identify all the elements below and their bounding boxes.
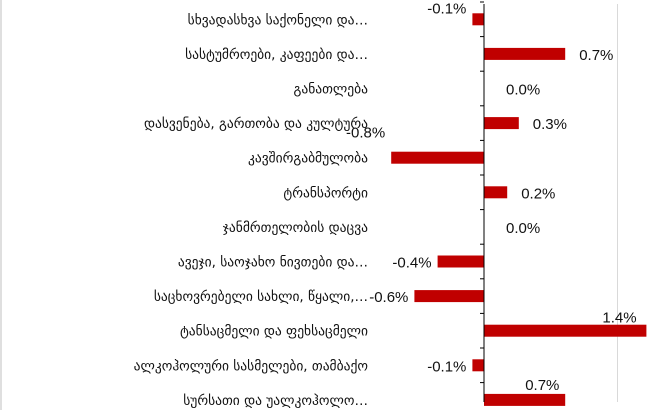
data-label: 0.3% bbox=[533, 116, 567, 133]
category-label: ჯანმრთელობის დაცვა bbox=[223, 219, 368, 236]
category-label: განათლება bbox=[294, 82, 369, 98]
data-label: 0.7% bbox=[525, 377, 559, 394]
bar bbox=[437, 255, 484, 268]
bar bbox=[484, 117, 519, 130]
category-label: ავეჯი, საოჯახო ნივთები და… bbox=[178, 255, 368, 271]
bar bbox=[484, 186, 508, 199]
category-label: საცხოვრებელი სახლი, წყალი,… bbox=[154, 288, 368, 305]
data-label: -0.1% bbox=[427, 0, 466, 17]
bar bbox=[472, 359, 484, 372]
category-label: სურსათი და უალკოჰოლო… bbox=[183, 392, 368, 409]
category-label: ალკოჰოლური სასმელები, თამბაქო bbox=[134, 357, 368, 374]
data-label: 0.0% bbox=[506, 220, 540, 237]
bar bbox=[484, 324, 647, 337]
labels: სხვადასხვა საქონელი და… -0.1% სასტუმროები,… bbox=[134, 0, 637, 409]
category-label: სხვადასხვა საქონელი და… bbox=[188, 12, 368, 28]
bar bbox=[414, 290, 484, 303]
category-label: ტრანსპორტი bbox=[283, 184, 368, 201]
category-label: ტანსაცმელი და ფეხსაცმელი bbox=[180, 324, 368, 340]
category-axis bbox=[480, 1, 485, 402]
data-label: 0.7% bbox=[579, 47, 613, 64]
bar bbox=[472, 13, 484, 26]
category-label: კავშირგაბმულობა bbox=[248, 150, 368, 167]
bar bbox=[484, 393, 566, 406]
category-label: სასტუმროები, კაფეები და… bbox=[185, 46, 368, 63]
bar bbox=[391, 151, 484, 164]
bars bbox=[391, 13, 647, 406]
category-label: დასვენება, გართობა და კულტურა bbox=[144, 115, 368, 132]
bar bbox=[484, 47, 566, 60]
data-label: -0.4% bbox=[392, 255, 431, 272]
data-label: -0.8% bbox=[346, 125, 385, 142]
data-label: -0.1% bbox=[427, 358, 466, 375]
data-label: -0.6% bbox=[369, 289, 408, 306]
data-label: 0.2% bbox=[521, 185, 555, 202]
data-label: 1.4% bbox=[602, 310, 636, 327]
data-label: 0.0% bbox=[506, 82, 540, 99]
